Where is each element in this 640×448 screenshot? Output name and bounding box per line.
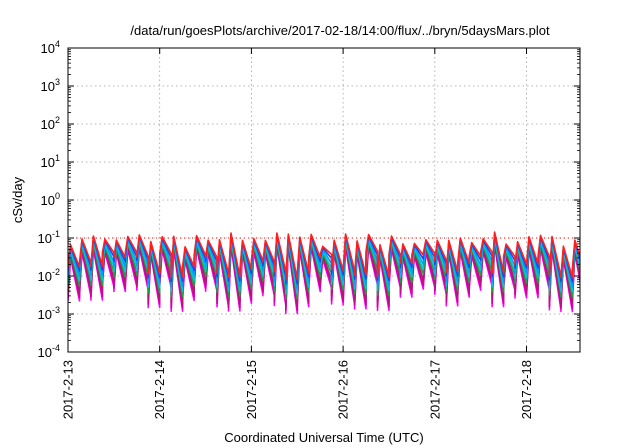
series-group	[68, 231, 580, 315]
y-tick-label: 100	[41, 191, 60, 208]
x-axis: 2017-2-13 2017-2-14 2017-2-15 2017-2-16 2017…	[61, 48, 534, 419]
chart-title: /data/run/goesPlots/archive/2017-02-18/1…	[130, 23, 550, 38]
y-tick-label: 10-4	[38, 343, 60, 360]
y-axis: 10-4 10-3 10-2 10-1 100 101 102 103 104	[38, 39, 580, 360]
x-tick-label: 2017-2-18	[519, 360, 534, 419]
x-tick-label: 2017-2-15	[244, 360, 259, 419]
x-tick-label: 2017-2-14	[152, 360, 167, 419]
y-tick-label: 10-1	[38, 229, 60, 246]
y-tick-label: 102	[41, 115, 60, 132]
series-line	[68, 231, 580, 281]
y-tick-label: 10-3	[38, 305, 60, 322]
y-tick-label: 104	[41, 39, 60, 56]
y-tick-label: 10-2	[38, 267, 60, 284]
x-tick-label: 2017-2-17	[427, 360, 442, 419]
y-axis-label: cSv/day	[10, 176, 25, 223]
x-axis-label: Coordinated Universal Time (UTC)	[224, 430, 423, 445]
x-tick-label: 2017-2-13	[61, 360, 76, 419]
x-tick-label: 2017-2-16	[336, 360, 351, 419]
y-tick-label: 101	[41, 153, 60, 170]
y-tick-label: 103	[41, 77, 60, 94]
